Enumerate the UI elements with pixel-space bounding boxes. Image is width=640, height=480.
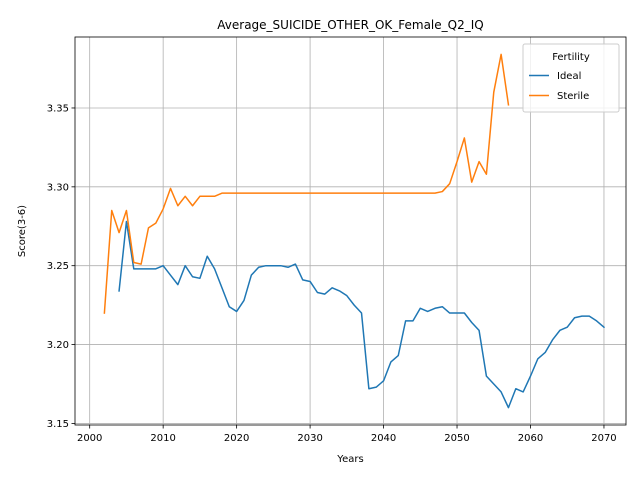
x-tick-label: 2000	[77, 433, 102, 444]
x-tick-label: 2040	[371, 433, 396, 444]
y-tick-label: 3.15	[47, 419, 69, 430]
y-axis-label: Score(3-6)	[17, 205, 28, 257]
x-tick-label: 2020	[224, 433, 249, 444]
plot-frame	[74, 36, 627, 426]
legend-title: Fertility	[552, 52, 590, 63]
axis-ticks: 2000 2010 2020 2030 2040 2050 2060 2070 3.15 3.20…	[47, 103, 617, 444]
x-tick-label: 2060	[518, 433, 543, 444]
series-line-ideal	[118, 220, 606, 409]
y-tick-label: 3.25	[47, 261, 69, 272]
legend-label: Ideal	[557, 71, 581, 82]
y-tick-label: 3.30	[47, 182, 69, 193]
series-line-sterile	[103, 53, 510, 314]
legend-entries: Ideal Sterile	[529, 71, 589, 102]
x-axis-label: Years	[336, 454, 363, 465]
legend: Fertility Ideal Sterile	[522, 43, 620, 113]
x-tick-label: 2070	[591, 433, 616, 444]
y-tick-label: 3.20	[47, 340, 69, 351]
legend-label: Sterile	[557, 91, 589, 102]
chart-title: Average_SUICIDE_OTHER_OK_Female_Q2_IQ	[217, 18, 483, 32]
x-tick-label: 2010	[150, 433, 175, 444]
y-tick-label: 3.35	[47, 103, 69, 114]
series-lines	[103, 53, 606, 409]
x-tick-label: 2030	[297, 433, 322, 444]
x-tick-label: 2050	[444, 433, 469, 444]
